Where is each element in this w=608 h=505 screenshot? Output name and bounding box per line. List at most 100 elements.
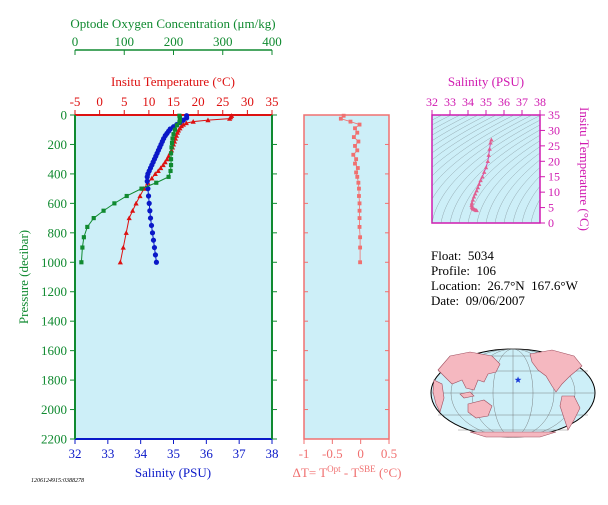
oxygen-axis-title: Optode Oxygen Concentration (μm/kg) — [70, 16, 275, 31]
salinity-tick-label: 33 — [101, 446, 114, 461]
salinity-point — [148, 222, 155, 229]
ts-temp-tick-label: 15 — [548, 170, 560, 184]
ts-isopycnal-lines — [432, 115, 540, 223]
float-info-panel: Float: 5034 Profile: 106 Location: 26.7°… — [431, 248, 578, 308]
ts-point — [471, 194, 477, 199]
delta-point — [357, 208, 362, 213]
isopycnal — [432, 115, 461, 131]
location-label: Location: — [431, 278, 481, 293]
temperature-point — [133, 200, 139, 206]
oxygen-point — [177, 115, 182, 121]
isopycnal — [432, 115, 497, 154]
delta-point — [338, 116, 343, 121]
isopycnal — [503, 167, 540, 223]
temperature-point — [155, 168, 161, 174]
delta-point — [358, 260, 363, 265]
delta-axis-title: ΔT= TOpt - TSBE (°C) — [293, 464, 402, 480]
delta-point — [357, 194, 361, 198]
temperature-point — [149, 175, 155, 181]
ts-temp-tick-label: 5 — [548, 201, 554, 215]
oxygen-point — [168, 162, 174, 168]
delta-point — [341, 113, 346, 118]
temperature-point — [190, 119, 196, 124]
oxygen-tick-label: 100 — [115, 34, 135, 49]
oxygen-point — [168, 157, 174, 162]
isopycnal — [432, 115, 533, 187]
oxygen-point — [124, 193, 129, 199]
delta-point — [358, 245, 363, 250]
isopycnal — [432, 119, 540, 223]
ts-temp-tick-label: 30 — [548, 123, 560, 137]
float-row: Float: 5034 — [431, 248, 578, 263]
temperature-tick-label: 0 — [96, 94, 103, 109]
oxygen-point — [79, 260, 84, 265]
ts-point — [475, 185, 481, 190]
isopycnal — [494, 159, 540, 223]
delta-point — [355, 166, 360, 170]
ts-point — [474, 188, 479, 193]
delta-point — [356, 139, 361, 144]
ts-point — [473, 191, 478, 196]
salinity-point — [145, 186, 151, 192]
temperature-point — [160, 162, 166, 168]
oxygen-point — [101, 208, 106, 213]
oxygen-tick-label: 400 — [262, 34, 282, 49]
salinity-tick-label: 37 — [233, 446, 247, 461]
salinity-point — [146, 200, 152, 206]
salinity-tick-label: 38 — [266, 446, 279, 461]
temperature-point — [164, 156, 170, 162]
isopycnal — [432, 115, 540, 200]
delta-point — [353, 126, 357, 131]
salinity-point — [152, 252, 159, 258]
temperature-point — [130, 208, 136, 213]
temperature-point — [158, 165, 164, 171]
delta-point — [354, 170, 359, 175]
oxygen-point — [80, 245, 85, 250]
oxygen-point — [112, 201, 117, 206]
ts-salinity-tick-label: 34 — [462, 95, 474, 109]
pressure-tick-label: 800 — [48, 225, 68, 240]
pressure-tick-label: 2000 — [41, 402, 67, 417]
delta-point — [355, 148, 360, 153]
oxygen-point — [139, 186, 144, 191]
ts-point — [487, 146, 492, 151]
oxygen-point — [174, 123, 180, 128]
ts-temp-tick-label: 10 — [548, 185, 560, 199]
ts-point — [486, 152, 491, 157]
salinity-point — [153, 259, 160, 265]
isopycnal — [530, 198, 540, 223]
temperature-point — [137, 193, 143, 199]
temperature-point — [183, 120, 189, 126]
oxygen-point — [168, 168, 173, 174]
profile-label: Profile: — [431, 263, 470, 278]
pressure-tick-label: 200 — [48, 137, 68, 152]
oxygen-point — [81, 235, 86, 240]
delta-ticks: -1 -0.5 0 0.5 — [299, 114, 397, 461]
temperature-axis-title: Insitu Temperature (°C) — [111, 74, 235, 89]
oxygen-point — [85, 224, 90, 230]
isopycnal — [458, 134, 540, 223]
ts-salinity-tick-label: 35 — [480, 95, 492, 109]
date-label: Date: — [431, 293, 460, 308]
location-lon: 167.6°W — [531, 278, 578, 293]
float-location-star-icon — [514, 376, 522, 383]
ts-salinity-tick-label: 37 — [516, 95, 528, 109]
temperature-point — [120, 244, 126, 250]
isopycnal — [432, 115, 515, 168]
salinity-tick-label: 35 — [167, 446, 180, 461]
profile-value: 106 — [476, 263, 497, 278]
ts-salinity-title: Salinity (PSU) — [448, 74, 524, 89]
salinity-point — [145, 193, 152, 199]
temperature-point — [227, 116, 233, 121]
salinity-tick-label: 36 — [200, 446, 214, 461]
salinity-point — [144, 174, 150, 180]
isopycnal — [432, 115, 470, 136]
oxygen-tick-label: 300 — [213, 34, 233, 49]
isopycnal — [521, 185, 540, 223]
salinity-point — [147, 208, 153, 214]
location-lat: 26.7°N — [487, 278, 525, 293]
salinity-point — [151, 244, 158, 251]
ts-marks — [469, 137, 494, 213]
delta-point — [355, 174, 360, 179]
isopycnal — [485, 152, 540, 223]
